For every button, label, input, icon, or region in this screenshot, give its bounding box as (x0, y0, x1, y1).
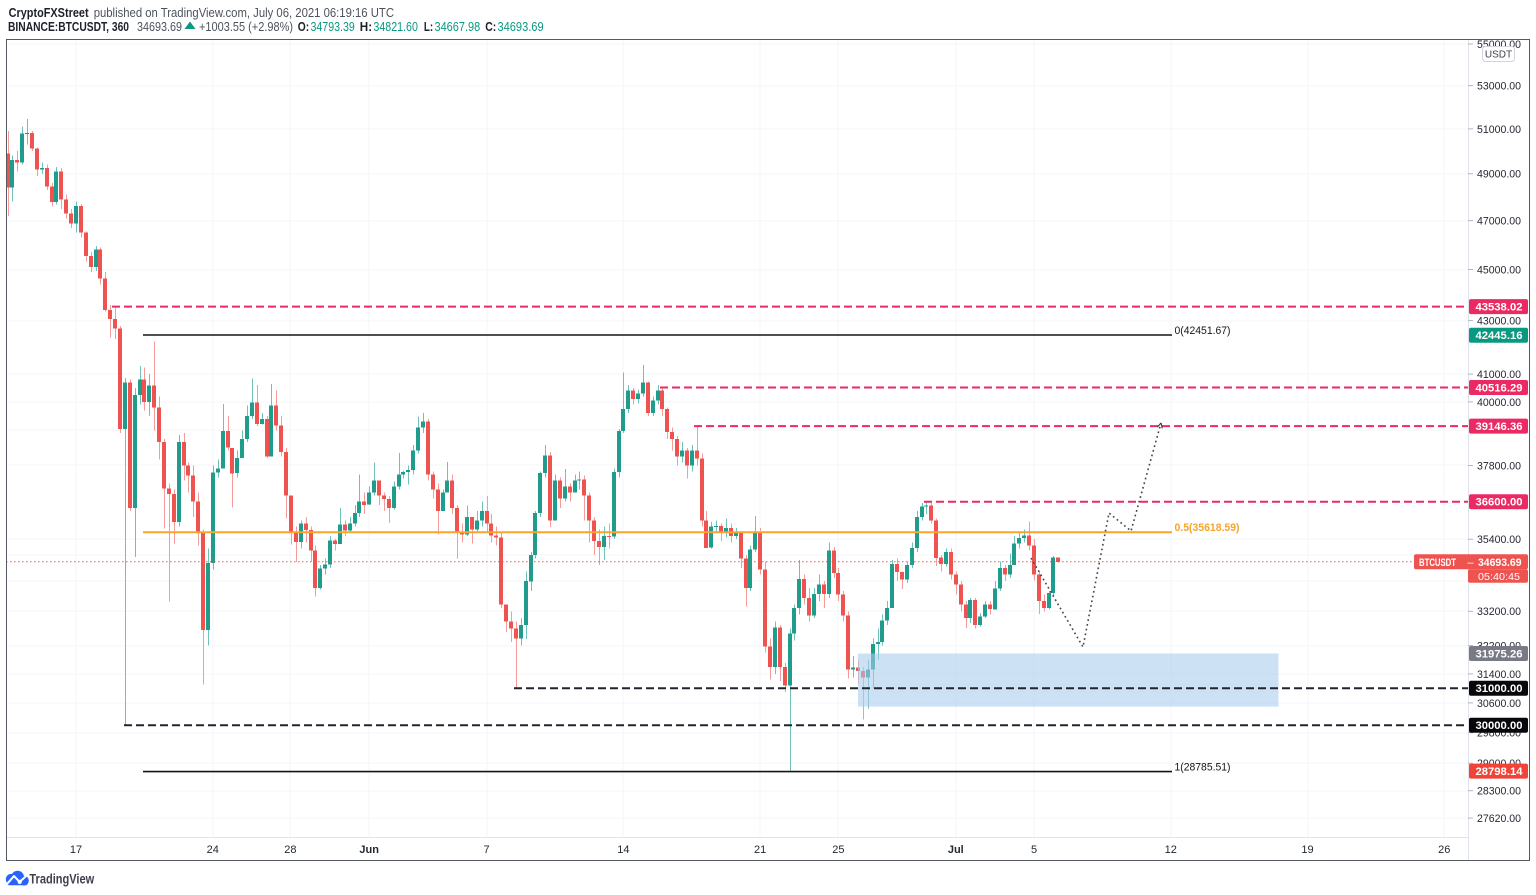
svg-text:17: 17 (70, 844, 82, 856)
svg-text:–: – (1468, 557, 1475, 569)
svg-text:Jun: Jun (359, 844, 379, 856)
svg-text:0.5(35618.59): 0.5(35618.59) (1175, 522, 1240, 534)
svg-text:40516.29: 40516.29 (1476, 382, 1523, 394)
svg-text:49000.00: 49000.00 (1477, 169, 1521, 181)
svg-text:USDT: USDT (1485, 50, 1512, 61)
svg-text:30600.00: 30600.00 (1477, 698, 1521, 710)
svg-text:TradingView: TradingView (29, 871, 94, 886)
svg-text:Jul: Jul (948, 844, 964, 856)
svg-text:published on TradingView.com,: published on TradingView.com, July 06, 2… (94, 5, 394, 20)
svg-text:26: 26 (1438, 844, 1450, 856)
svg-text:34693.69: 34693.69 (498, 19, 544, 34)
svg-text:37800.00: 37800.00 (1477, 460, 1521, 472)
svg-text:41000.00: 41000.00 (1477, 369, 1521, 381)
svg-text:28300.00: 28300.00 (1477, 786, 1521, 798)
svg-text:31000.00: 31000.00 (1476, 683, 1523, 695)
svg-text:L:: L: (424, 19, 433, 34)
svg-text:39146.36: 39146.36 (1476, 421, 1523, 433)
svg-text:33200.00: 33200.00 (1477, 606, 1521, 618)
svg-text:30000.00: 30000.00 (1476, 720, 1523, 732)
svg-text:CryptoFXStreet: CryptoFXStreet (9, 5, 90, 20)
svg-text:24: 24 (207, 844, 219, 856)
svg-text:H:: H: (360, 19, 372, 34)
svg-text:25: 25 (832, 844, 844, 856)
svg-text:40000.00: 40000.00 (1477, 397, 1521, 409)
svg-text:34693.69: 34693.69 (1478, 557, 1522, 569)
svg-text:34693.69: 34693.69 (137, 19, 182, 34)
svg-text:42445.16: 42445.16 (1476, 330, 1523, 342)
svg-text:BTCUSDT: BTCUSDT (1419, 557, 1456, 569)
svg-text:0(42451.67): 0(42451.67) (1175, 325, 1231, 337)
svg-text:31400.00: 31400.00 (1477, 669, 1521, 681)
svg-text:43000.00: 43000.00 (1477, 316, 1521, 328)
svg-text:31975.26: 31975.26 (1476, 648, 1523, 660)
svg-text:O:: O: (298, 19, 309, 34)
svg-text:45000.00: 45000.00 (1477, 264, 1521, 276)
svg-text:35400.00: 35400.00 (1477, 534, 1521, 546)
svg-text:27620.00: 27620.00 (1477, 813, 1521, 825)
svg-text:5: 5 (1031, 844, 1037, 856)
svg-text:C:: C: (485, 19, 496, 34)
svg-text:05:40:45: 05:40:45 (1478, 571, 1520, 583)
svg-text:14: 14 (617, 844, 629, 856)
svg-text:47000.00: 47000.00 (1477, 216, 1521, 228)
svg-text:12: 12 (1165, 844, 1177, 856)
svg-text:53000.00: 53000.00 (1477, 81, 1521, 93)
svg-text:1(28785.51): 1(28785.51) (1175, 762, 1231, 774)
svg-text:BINANCE:BTCUSDT, 360: BINANCE:BTCUSDT, 360 (8, 19, 129, 34)
svg-text:36600.00: 36600.00 (1476, 497, 1523, 509)
svg-text:7: 7 (484, 844, 490, 856)
svg-text:43538.02: 43538.02 (1476, 302, 1523, 314)
svg-text:34667.98: 34667.98 (435, 19, 481, 34)
svg-text:51000.00: 51000.00 (1477, 124, 1521, 136)
svg-text:19: 19 (1301, 844, 1313, 856)
svg-text:21: 21 (754, 844, 766, 856)
svg-text:28798.14: 28798.14 (1476, 766, 1524, 778)
svg-text:34793.39: 34793.39 (311, 19, 355, 34)
svg-text:34821.60: 34821.60 (373, 19, 418, 34)
svg-text:+1003.55 (+2.98%): +1003.55 (+2.98%) (199, 19, 293, 34)
svg-text:28: 28 (284, 844, 296, 856)
